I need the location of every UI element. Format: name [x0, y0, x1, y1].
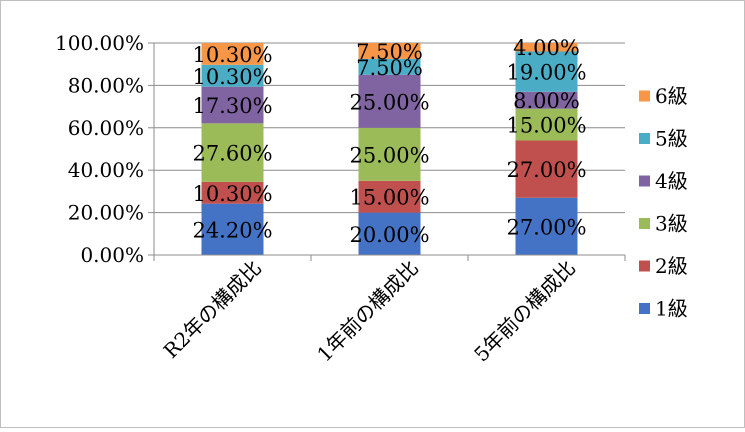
bar-segment: [358, 212, 421, 255]
legend-label: 6級: [655, 84, 688, 108]
legend: 6級 5級 4級 3級 2級 1級: [639, 84, 688, 321]
data-label: 25.00%: [349, 90, 429, 114]
data-label: 17.30%: [192, 94, 272, 118]
legend-label: 5級: [655, 127, 688, 151]
y-tick-label: 20.00%: [68, 201, 144, 225]
data-label: 15.00%: [506, 114, 586, 138]
bar-segment: [201, 86, 264, 124]
y-tick-label: 60.00%: [68, 116, 144, 140]
legend-label: 3級: [655, 212, 688, 236]
data-label: 27.60%: [192, 142, 272, 166]
y-tick-labels: 0.00% 20.00% 40.00% 60.00% 80.00% 100.00%: [55, 31, 144, 267]
bar-segment: [201, 64, 264, 87]
data-label: 10.30%: [192, 182, 272, 206]
data-label: 20.00%: [349, 223, 429, 247]
y-tick-label: 80.00%: [68, 73, 144, 97]
bar-segment: [358, 127, 421, 181]
data-label: 7.50%: [356, 40, 423, 64]
legend-swatch: [639, 260, 650, 272]
data-label: 25.00%: [349, 143, 429, 167]
legend-swatch: [639, 218, 650, 229]
data-label: 27.00%: [506, 215, 586, 239]
bars-group: [201, 43, 578, 255]
legend-label: 1級: [655, 297, 688, 321]
legend-swatch: [639, 90, 650, 102]
data-label: 7.50%: [356, 56, 423, 80]
data-label: 19.00%: [506, 61, 586, 85]
data-label: 10.30%: [192, 65, 272, 89]
bar-segment: [515, 51, 578, 92]
legend-swatch: [639, 133, 650, 144]
bar-segment: [201, 123, 264, 182]
bar-segment: [201, 203, 264, 255]
data-label: 15.00%: [349, 186, 429, 210]
bar-segment: [358, 43, 421, 59]
y-tick-label: 0.00%: [80, 243, 144, 267]
bar-segment: [201, 43, 264, 65]
data-label: 27.00%: [506, 158, 586, 182]
data-label: 4.00%: [513, 36, 580, 60]
data-label: 10.30%: [192, 43, 272, 67]
data-label: 24.20%: [192, 218, 272, 242]
bar-segment: [358, 74, 421, 128]
legend-label: 2級: [655, 254, 688, 278]
data-labels: 24.20%10.30%27.60%17.30%10.30%10.30%20.0…: [192, 36, 586, 247]
data-label: 8.00%: [513, 89, 580, 113]
y-tick-label: 40.00%: [68, 158, 144, 182]
bar-segment: [515, 197, 578, 255]
legend-label: 4級: [655, 169, 688, 193]
bar-segment: [201, 181, 264, 204]
bar-segment: [515, 91, 578, 109]
bar-segment: [515, 140, 578, 198]
y-tick-label: 100.00%: [55, 31, 144, 55]
bar-segment: [358, 58, 421, 75]
bar-segment: [515, 108, 578, 141]
legend-swatch: [639, 303, 650, 314]
x-category-label: 5年前の構成比: [469, 256, 580, 367]
legend-swatch: [639, 175, 650, 187]
axes: [148, 42, 626, 261]
bar-segment: [358, 180, 421, 213]
bar-segment: [515, 43, 578, 52]
x-category-labels: R2年の構成比 1年前の構成比 5年前の構成比: [159, 256, 580, 367]
x-category-label: R2年の構成比: [159, 256, 266, 363]
x-category-label: 1年前の構成比: [312, 256, 423, 367]
